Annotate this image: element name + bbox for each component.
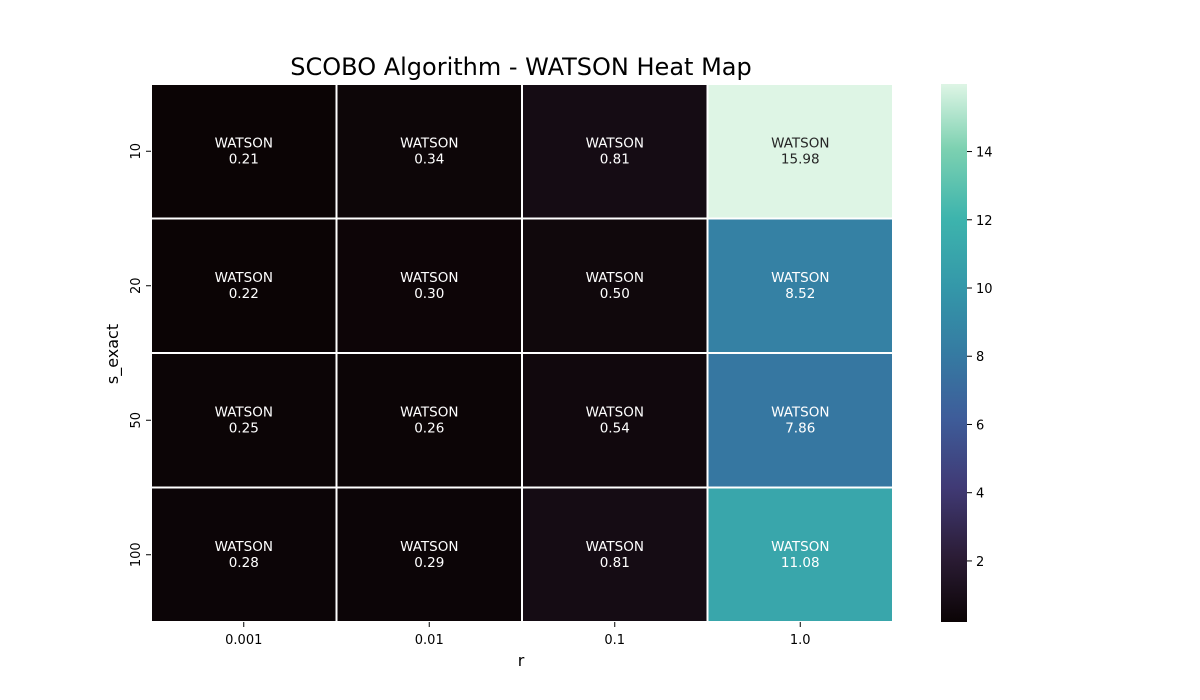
y-tick-label: 50 (129, 412, 144, 429)
x-axis-ticks: 0.001 0.01 0.1 1.0 (225, 622, 811, 648)
chart-title: SCOBO Algorithm - WATSON Heat Map (290, 53, 751, 81)
cell-value-label: 0.29 (414, 555, 444, 571)
cell-label-prefix: WATSON (771, 135, 829, 151)
y-tick-label: 20 (129, 277, 144, 294)
cell-label-prefix: WATSON (400, 270, 458, 286)
heatmap-cells: WATSON0.21WATSON0.34WATSON0.81WATSON15.9… (150, 83, 894, 623)
cell-label-prefix: WATSON (215, 135, 273, 151)
heatmap-cell (706, 486, 894, 623)
heatmap-cell (335, 83, 523, 220)
cell-value-label: 0.81 (600, 151, 630, 167)
heatmap-cell (706, 352, 894, 489)
heatmap-cell (521, 83, 709, 220)
colorbar-tick-label: 6 (976, 418, 984, 433)
cell-label-prefix: WATSON (771, 539, 829, 555)
colorbar-tick-label: 10 (976, 282, 993, 297)
heatmap-cell (706, 217, 894, 354)
cell-value-label: 11.08 (781, 555, 820, 571)
cell-label-prefix: WATSON (771, 404, 829, 420)
colorbar-tick-label: 14 (976, 146, 993, 161)
cell-value-label: 0.26 (414, 420, 444, 436)
cell-value-label: 7.86 (785, 420, 815, 436)
colorbar-tick-label: 4 (976, 487, 984, 502)
cell-label-prefix: WATSON (586, 270, 644, 286)
cell-label-prefix: WATSON (400, 135, 458, 151)
heatmap-cell (150, 217, 338, 354)
cell-value-label: 0.22 (229, 286, 259, 302)
heatmap-cell (706, 83, 894, 220)
y-axis-ticks: 10 20 50 100 (129, 143, 151, 567)
heatmap-cell (150, 83, 338, 220)
colorbar-tick-label: 2 (976, 555, 984, 570)
x-tick-label: 0.1 (604, 633, 625, 648)
cell-value-label: 0.81 (600, 555, 630, 571)
cell-value-label: 0.30 (414, 286, 444, 302)
cell-label-prefix: WATSON (215, 539, 273, 555)
colorbar-tick-label: 8 (976, 350, 984, 365)
y-tick-label: 100 (129, 542, 144, 567)
cell-value-label: 15.98 (781, 151, 820, 167)
y-axis-label: s_exact (103, 324, 123, 384)
cell-value-label: 0.25 (229, 420, 259, 436)
heatmap-cell (335, 352, 523, 489)
cell-label-prefix: WATSON (215, 270, 273, 286)
cell-label-prefix: WATSON (400, 539, 458, 555)
heatmap-cell (150, 486, 338, 623)
x-axis-label: r (518, 651, 525, 670)
cell-value-label: 0.34 (414, 151, 444, 167)
cell-label-prefix: WATSON (586, 539, 644, 555)
cell-label-prefix: WATSON (586, 404, 644, 420)
colorbar-tick-label: 12 (976, 214, 993, 229)
colorbar (941, 84, 967, 622)
cell-value-label: 0.54 (600, 420, 630, 436)
cell-label-prefix: WATSON (400, 404, 458, 420)
colorbar-ticks: 2 4 6 8 10 12 14 (967, 146, 993, 570)
cell-value-label: 0.50 (600, 286, 630, 302)
heatmap-cell (335, 486, 523, 623)
x-tick-label: 0.01 (415, 633, 444, 648)
cell-label-prefix: WATSON (215, 404, 273, 420)
x-tick-label: 0.001 (225, 633, 262, 648)
heatmap-cell (335, 217, 523, 354)
cell-value-label: 8.52 (785, 286, 815, 302)
cell-value-label: 0.21 (229, 151, 259, 167)
x-tick-label: 1.0 (790, 633, 811, 648)
cell-label-prefix: WATSON (586, 135, 644, 151)
y-tick-label: 10 (129, 143, 144, 160)
cell-value-label: 0.28 (229, 555, 259, 571)
cell-label-prefix: WATSON (771, 270, 829, 286)
